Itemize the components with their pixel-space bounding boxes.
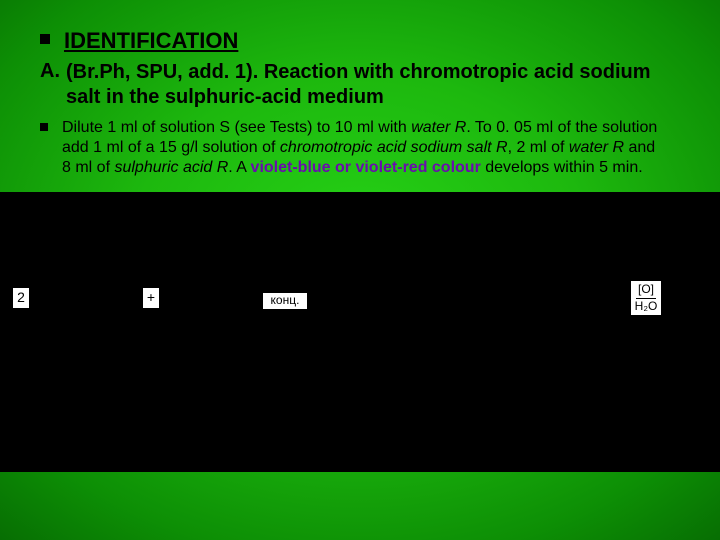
title-row: IDENTIFICATION [40, 28, 680, 54]
section-a-label: A. [40, 60, 60, 83]
body-text: Dilute 1 ml of solution S (see Tests) to… [62, 118, 662, 178]
body-p4: chromotropic acid sodium salt R [280, 139, 508, 156]
bullet-icon [40, 34, 50, 44]
reaction-figure: 2 + конц. [O]H₂O [0, 192, 720, 472]
slide: IDENTIFICATION A. (Br.Ph, SPU, add. 1). … [0, 0, 720, 540]
body-p2: water R [411, 119, 466, 136]
figure-box: + [142, 287, 160, 309]
section-a: A. (Br.Ph, SPU, add. 1). Reaction with c… [40, 60, 680, 110]
slide-title: IDENTIFICATION [64, 28, 238, 54]
figure-box: [O]H₂O [630, 280, 662, 316]
body-row: Dilute 1 ml of solution S (see Tests) to… [40, 118, 680, 178]
body-p9: . A [228, 159, 250, 176]
figure-box: конц. [262, 292, 308, 310]
figure-box: 2 [12, 287, 30, 309]
section-a-prefix: (Br.Ph, SPU, add. 1). [66, 61, 258, 83]
bullet-icon [40, 123, 48, 131]
body-p1: Dilute 1 ml of solution S (see Tests) to… [62, 119, 411, 136]
body-p8: sulphuric acid R [114, 159, 228, 176]
body-p5: , 2 ml of [508, 139, 569, 156]
body-highlight: violet-blue or violet-red colour [251, 159, 481, 176]
body-p6: water R [569, 139, 624, 156]
section-a-text: (Br.Ph, SPU, add. 1). Reaction with chro… [66, 60, 680, 110]
body-p10: develops within 5 min. [481, 159, 643, 176]
